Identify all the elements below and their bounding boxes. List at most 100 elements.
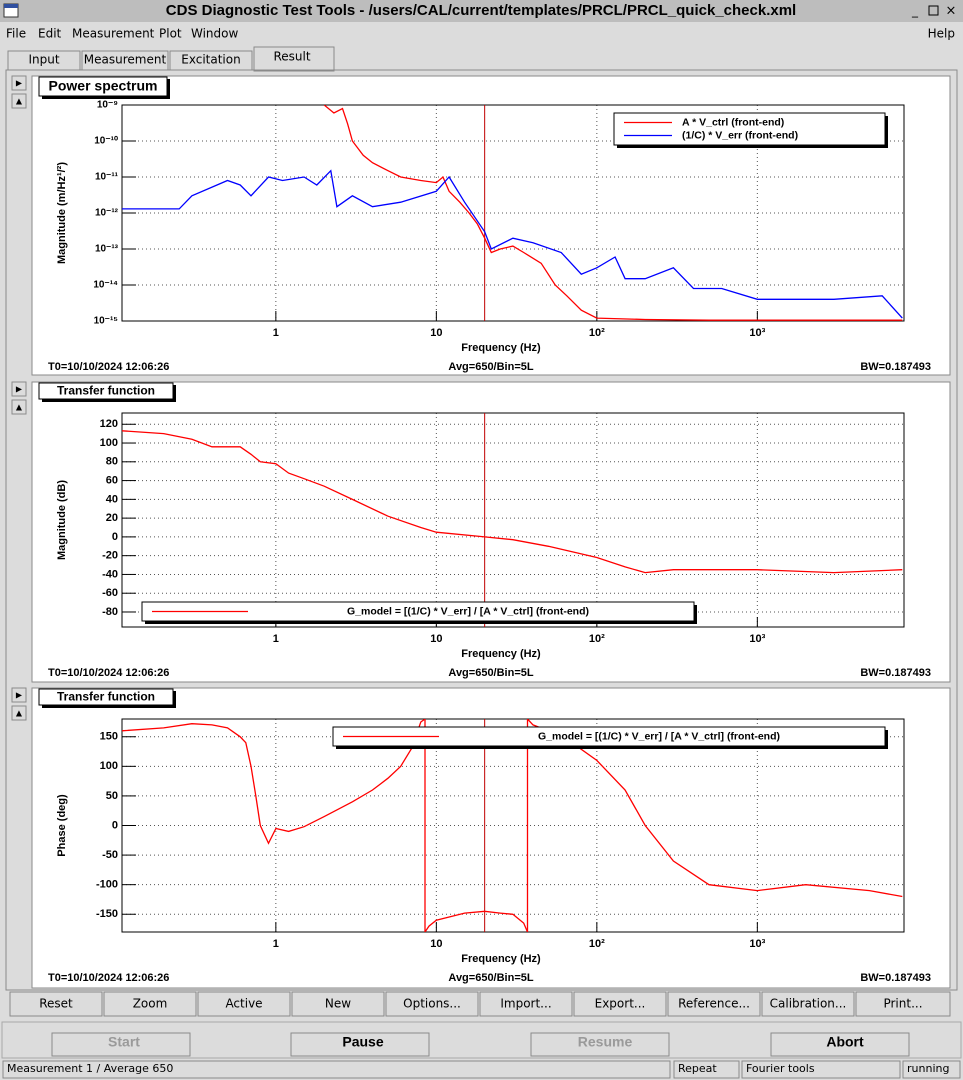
close-button[interactable]: ×: [946, 4, 957, 19]
button-label: Active: [225, 997, 262, 1011]
y-tick-label: 10⁻¹⁰: [94, 136, 118, 147]
menu-item[interactable]: Measurement: [72, 27, 155, 41]
menu-item[interactable]: Edit: [38, 27, 62, 41]
tab-selected[interactable]: [253, 46, 335, 72]
y-tick-label: -150: [96, 908, 118, 920]
button-label: Options...: [403, 997, 461, 1011]
arrow-button[interactable]: [11, 705, 27, 721]
arrow-button[interactable]: [11, 687, 27, 703]
x-tick-label: 10³: [749, 938, 765, 950]
legend-label: A * V_ctrl (front-end): [682, 116, 784, 128]
status-cell: [902, 1060, 961, 1079]
menu-item[interactable]: Window: [191, 27, 239, 41]
button[interactable]: [385, 991, 479, 1017]
y-tick-label: 0: [112, 819, 118, 831]
button[interactable]: [855, 991, 951, 1017]
y-tick-label: 10⁻⁹: [97, 100, 118, 111]
legend-label: G_model = [(1/C) * V_err] / [A * V_ctrl]…: [347, 605, 589, 617]
plot-info: BW=0.187493: [860, 361, 931, 373]
x-tick-label: 10: [430, 938, 442, 950]
control-group: [1, 1021, 962, 1059]
button[interactable]: [667, 991, 761, 1017]
x-tick-label: 10³: [749, 633, 765, 645]
plot-info: BW=0.187493: [860, 972, 931, 984]
y-tick-label: -100: [96, 879, 118, 891]
arrow-icon: ▲: [16, 403, 23, 412]
window-title: CDS Diagnostic Test Tools - /users/CAL/c…: [166, 2, 796, 19]
plot-info: Avg=650/Bin=5L: [448, 361, 533, 373]
x-tick-label: 10³: [749, 327, 765, 339]
panel-title: Transfer function: [57, 384, 155, 398]
series-line: [122, 719, 903, 932]
arrow-button[interactable]: [11, 399, 27, 415]
plot-frame: [121, 104, 905, 322]
x-axis-label: Frequency (Hz): [461, 342, 541, 354]
y-tick-label: 120: [100, 418, 118, 430]
x-tick-label: 1: [273, 633, 279, 645]
panel-arrows: ▶ ▲ ▶ ▲ ▶ ▲: [11, 75, 27, 721]
arrow-button[interactable]: [11, 381, 27, 397]
button[interactable]: [530, 1032, 670, 1057]
button-label: Import...: [500, 997, 551, 1011]
status-text: running: [907, 1062, 949, 1075]
button[interactable]: [51, 1032, 191, 1057]
button[interactable]: [291, 991, 385, 1017]
y-tick-label: 60: [106, 474, 118, 486]
y-tick-label: 80: [106, 456, 118, 468]
button[interactable]: [9, 991, 103, 1017]
arrow-button[interactable]: [11, 75, 27, 91]
minimize-button[interactable]: _: [911, 4, 919, 18]
button-label: Start: [108, 1034, 140, 1050]
arrow-icon: ▲: [16, 97, 23, 106]
y-tick-label: -80: [102, 606, 118, 618]
x-tick-label: 10: [430, 327, 442, 339]
x-tick-label: 10²: [589, 938, 605, 950]
arrow-button[interactable]: [11, 93, 27, 109]
plot-panel: [31, 381, 951, 683]
arrow-icon: ▶: [16, 691, 23, 700]
status-text: Fourier tools: [746, 1062, 815, 1075]
button[interactable]: [479, 991, 573, 1017]
arrow-icon: ▶: [16, 385, 23, 394]
button-row: Reset Zoom Active New Options... Import.…: [9, 991, 951, 1017]
y-tick-label: 10⁻¹³: [95, 244, 119, 255]
menu-item[interactable]: Plot: [159, 27, 182, 41]
status-cell: [673, 1060, 740, 1079]
plot-info: BW=0.187493: [860, 667, 931, 679]
y-tick-label: 150: [100, 731, 118, 743]
button[interactable]: [761, 991, 855, 1017]
button-label: Zoom: [133, 997, 168, 1011]
y-tick-label: 20: [106, 512, 118, 524]
y-tick-label: 10⁻¹¹: [95, 172, 119, 183]
plot-frame: [121, 718, 905, 933]
y-axis-label: Phase (deg): [56, 794, 68, 857]
menu-item[interactable]: Help: [928, 27, 955, 41]
panel-title: Transfer function: [57, 690, 155, 704]
button[interactable]: [103, 991, 197, 1017]
maximize-button[interactable]: [928, 5, 939, 16]
y-tick-label: -60: [102, 587, 118, 599]
button[interactable]: [770, 1032, 910, 1057]
arrow-icon: ▶: [16, 79, 23, 88]
x-axis-label: Frequency (Hz): [461, 953, 541, 965]
y-tick-label: 10⁻¹²: [95, 208, 119, 219]
menu-bar: [0, 22, 963, 45]
y-tick-label: -20: [102, 550, 118, 562]
button-label: New: [325, 997, 351, 1011]
panel-title: Power spectrum: [49, 78, 158, 94]
y-tick-label: -50: [102, 849, 118, 861]
x-axis-label: Frequency (Hz): [461, 648, 541, 660]
tab-label: Excitation: [181, 53, 240, 67]
button[interactable]: [197, 991, 291, 1017]
arrow-icon: ▲: [16, 709, 23, 718]
x-tick-label: 10²: [589, 327, 605, 339]
button[interactable]: [290, 1032, 430, 1057]
menu-item[interactable]: File: [6, 27, 26, 41]
tab-label: Input: [28, 53, 59, 67]
legend-box: [332, 726, 886, 747]
x-tick-label: 10²: [589, 633, 605, 645]
legend-box: [141, 601, 695, 622]
button[interactable]: [573, 991, 667, 1017]
y-axis-label: Magnitude (dB): [56, 480, 68, 560]
